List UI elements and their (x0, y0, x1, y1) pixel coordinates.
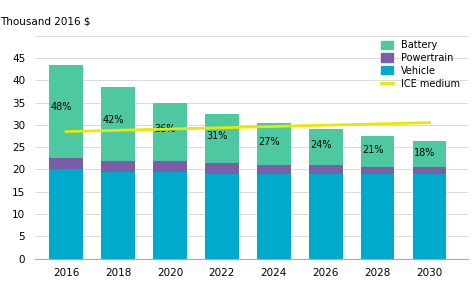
Bar (413, 174, 447, 259)
Bar (49, 65, 83, 158)
Text: 27%: 27% (258, 137, 280, 147)
Bar (361, 174, 394, 259)
Text: 36%: 36% (155, 124, 176, 134)
Bar (153, 172, 187, 259)
Bar (309, 165, 343, 174)
Text: 21%: 21% (362, 145, 383, 155)
Bar (413, 167, 447, 174)
Bar (257, 165, 291, 174)
Bar (101, 87, 135, 160)
Bar (153, 103, 187, 160)
Text: 18%: 18% (414, 148, 435, 158)
Bar (205, 174, 239, 259)
Bar (361, 136, 394, 167)
Text: Thousand 2016 $: Thousand 2016 $ (0, 17, 91, 27)
Bar (205, 163, 239, 174)
Text: 31%: 31% (206, 131, 228, 141)
Bar (101, 160, 135, 172)
Text: 48%: 48% (51, 102, 72, 112)
Bar (309, 129, 343, 165)
Bar (309, 174, 343, 259)
Bar (49, 158, 83, 170)
Bar (257, 123, 291, 165)
Bar (361, 167, 394, 174)
Bar (257, 174, 291, 259)
Text: 42%: 42% (102, 115, 124, 125)
Legend: Battery, Powertrain, Vehicle, ICE medium: Battery, Powertrain, Vehicle, ICE medium (377, 36, 464, 93)
Bar (153, 160, 187, 172)
Bar (101, 172, 135, 259)
Bar (413, 141, 447, 167)
Bar (49, 170, 83, 259)
Bar (205, 114, 239, 163)
Text: 24%: 24% (310, 140, 332, 151)
